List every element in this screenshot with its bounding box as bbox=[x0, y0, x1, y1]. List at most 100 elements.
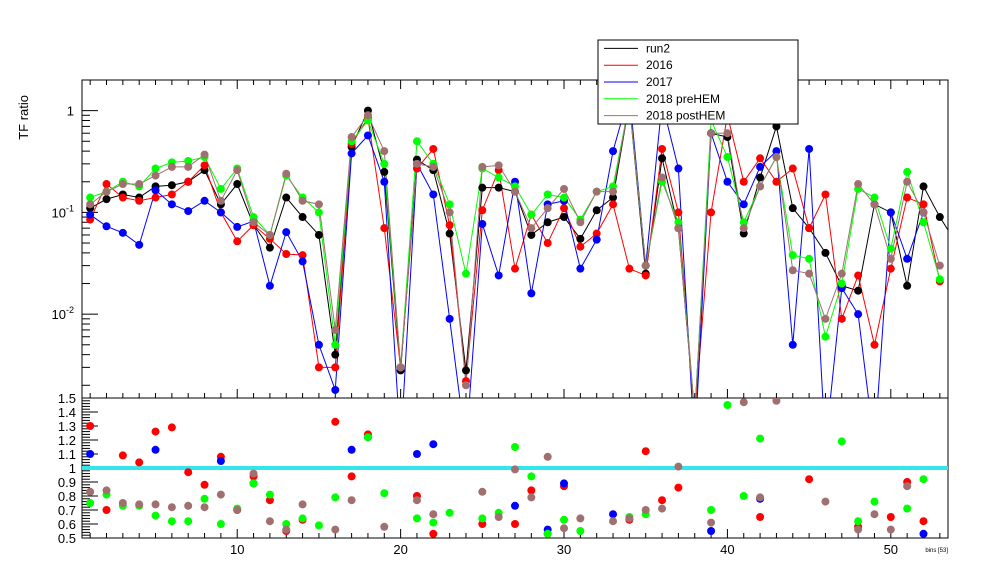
data-point bbox=[429, 144, 438, 153]
x-tick-label: 50 bbox=[884, 542, 898, 557]
data-point bbox=[249, 479, 258, 488]
data-point bbox=[543, 204, 552, 213]
data-point bbox=[641, 271, 650, 280]
data-point bbox=[919, 517, 928, 526]
data-point bbox=[314, 521, 323, 530]
data-point bbox=[233, 180, 242, 189]
data-point bbox=[298, 196, 307, 205]
legend-entry: 2018 postHEM bbox=[646, 109, 725, 123]
y-axis-label: TF ratio bbox=[16, 95, 31, 140]
data-point bbox=[494, 161, 503, 170]
data-point bbox=[772, 147, 781, 156]
data-point bbox=[265, 490, 274, 499]
data-point bbox=[527, 210, 536, 219]
data-point bbox=[314, 200, 323, 209]
data-point bbox=[216, 490, 225, 499]
data-point bbox=[919, 218, 928, 227]
y-tick-label: 1.2 bbox=[58, 433, 76, 448]
data-point bbox=[135, 458, 144, 467]
data-point bbox=[739, 218, 748, 227]
data-point bbox=[511, 187, 519, 196]
top-frame bbox=[81, 79, 949, 399]
data-point bbox=[135, 240, 144, 249]
data-point bbox=[184, 468, 193, 477]
data-point bbox=[886, 244, 895, 253]
data-point bbox=[331, 525, 340, 534]
data-point bbox=[265, 281, 274, 290]
data-point bbox=[445, 229, 454, 238]
data-point bbox=[461, 366, 470, 375]
data-point bbox=[707, 506, 716, 514]
data-point bbox=[805, 475, 814, 484]
data-point bbox=[609, 147, 618, 156]
data-point bbox=[86, 210, 95, 219]
data-point bbox=[200, 196, 209, 205]
data-point bbox=[707, 527, 716, 535]
data-point bbox=[821, 497, 830, 506]
data-point bbox=[412, 450, 421, 458]
data-point bbox=[756, 162, 765, 171]
data-point bbox=[86, 450, 95, 458]
data-point bbox=[527, 224, 536, 233]
y-tick-label: 1.1 bbox=[58, 447, 76, 462]
data-point bbox=[265, 230, 274, 239]
data-point bbox=[200, 150, 209, 159]
data-point bbox=[314, 230, 323, 239]
data-point bbox=[478, 219, 487, 228]
y-tick-label: 1 bbox=[67, 104, 74, 119]
data-point bbox=[412, 137, 421, 146]
data-point bbox=[756, 513, 765, 521]
data-point bbox=[478, 520, 487, 528]
data-point bbox=[543, 529, 552, 538]
data-point bbox=[347, 149, 356, 158]
data-point bbox=[86, 193, 95, 202]
data-point bbox=[233, 506, 242, 514]
data-point bbox=[886, 525, 895, 534]
data-point bbox=[903, 504, 912, 513]
legend-entry: run2 bbox=[646, 41, 670, 55]
data-point bbox=[560, 524, 569, 533]
data-point bbox=[821, 190, 830, 199]
data-point bbox=[560, 184, 569, 193]
data-point bbox=[363, 131, 372, 140]
y-tick-label: 10-1 bbox=[52, 203, 74, 220]
data-point bbox=[756, 182, 765, 191]
data-point bbox=[86, 200, 95, 209]
data-point bbox=[184, 156, 193, 165]
data-point bbox=[723, 401, 732, 409]
data-point bbox=[739, 224, 748, 233]
data-point bbox=[118, 193, 127, 202]
data-point bbox=[903, 281, 912, 290]
data-point bbox=[265, 496, 274, 505]
data-point bbox=[478, 487, 487, 496]
data-point bbox=[102, 222, 111, 231]
data-point bbox=[919, 475, 928, 484]
x-tick-label: 10 bbox=[230, 542, 244, 557]
data-point bbox=[739, 398, 748, 407]
data-point bbox=[903, 193, 912, 202]
data-point bbox=[854, 310, 863, 319]
data-point bbox=[102, 486, 111, 495]
data-point bbox=[445, 208, 454, 217]
data-point bbox=[707, 518, 716, 527]
data-point bbox=[86, 487, 95, 496]
data-point bbox=[674, 164, 683, 173]
data-point bbox=[788, 340, 797, 349]
data-point bbox=[870, 200, 879, 209]
data-point bbox=[527, 472, 536, 481]
data-point bbox=[429, 510, 438, 519]
data-point bbox=[739, 492, 748, 500]
x-tick-label: 20 bbox=[393, 542, 407, 557]
data-point bbox=[543, 452, 552, 461]
data-point bbox=[298, 213, 307, 222]
data-point bbox=[347, 133, 356, 142]
data-point bbox=[380, 167, 389, 176]
data-point bbox=[952, 239, 960, 247]
data-point bbox=[135, 500, 144, 509]
x-tick-label: 30 bbox=[557, 542, 571, 557]
data-point bbox=[788, 266, 797, 275]
data-point bbox=[658, 504, 667, 513]
data-point bbox=[788, 204, 797, 213]
data-point bbox=[739, 177, 748, 186]
data-point bbox=[298, 251, 307, 260]
